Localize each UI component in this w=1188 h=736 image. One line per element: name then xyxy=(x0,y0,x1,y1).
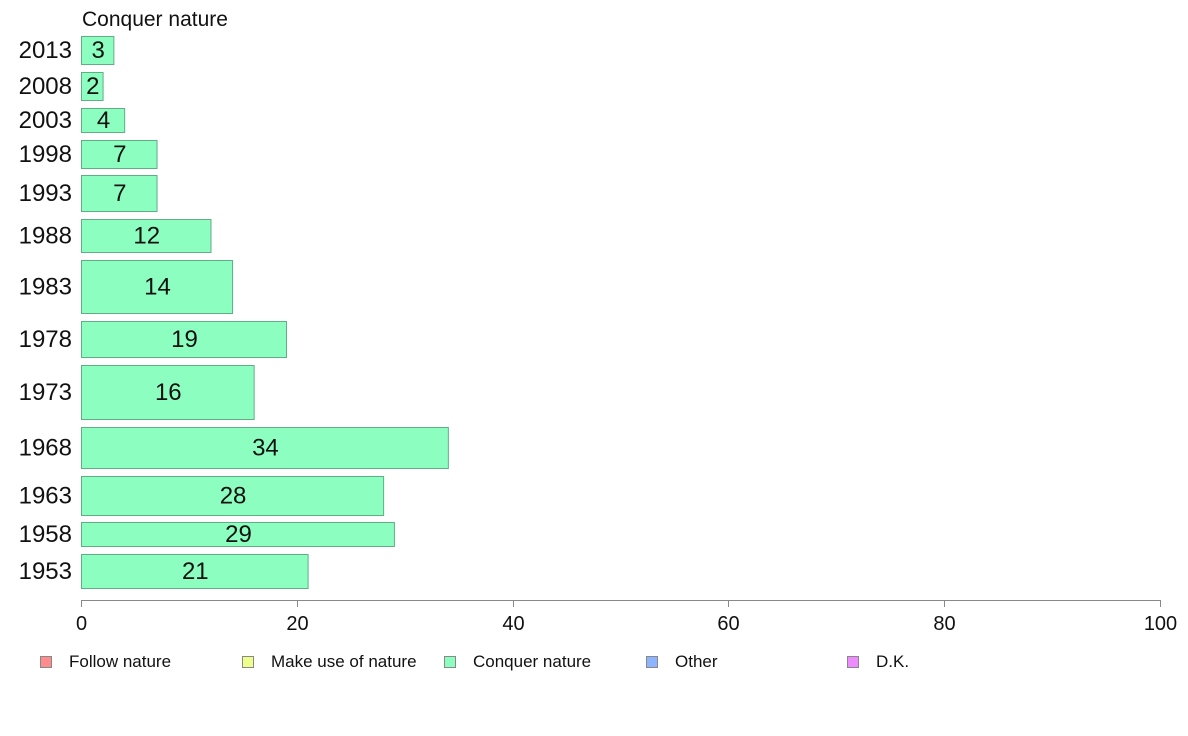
bar-1958 xyxy=(81,522,395,547)
data-label: 7 xyxy=(113,141,126,168)
bar-1983 xyxy=(81,260,234,314)
data-label: 3 xyxy=(92,37,105,64)
legend-swatch xyxy=(40,656,52,668)
category-label: 2013 xyxy=(19,37,72,64)
legend-swatch xyxy=(444,656,456,668)
chart-title: Conquer nature xyxy=(82,8,228,31)
data-label: 4 xyxy=(97,107,110,134)
legend-item-dk: D.K. xyxy=(847,652,909,672)
data-label: 19 xyxy=(171,326,198,353)
data-label: 28 xyxy=(220,483,247,510)
bar-2008 xyxy=(81,72,104,101)
category-label: 1983 xyxy=(19,274,72,301)
category-label: 1978 xyxy=(19,326,72,353)
category-label: 1963 xyxy=(19,483,72,510)
category-label: 1998 xyxy=(19,141,72,168)
data-label: 34 xyxy=(252,435,279,462)
legend-item-other: Other xyxy=(646,652,718,672)
x-tick-label: 40 xyxy=(502,613,524,635)
bar-1973 xyxy=(81,365,255,420)
legend-label: Make use of nature xyxy=(271,652,417,671)
data-label: 12 xyxy=(133,223,160,250)
category-label: 1958 xyxy=(19,521,72,548)
legend-item-follow-nature: Follow nature xyxy=(40,652,171,672)
category-label: 1968 xyxy=(19,435,72,462)
x-tick-label: 0 xyxy=(76,613,87,635)
category-label: 1993 xyxy=(19,180,72,207)
data-label: 14 xyxy=(144,274,171,301)
legend-label: D.K. xyxy=(876,652,910,671)
bar-2013 xyxy=(81,36,115,65)
bar-1993 xyxy=(81,175,158,212)
category-label: 1988 xyxy=(19,223,72,250)
bars-layer: 2013 3 2008 2 2003 4 1998 7 1993 7 1988 12 1983 14 197… xyxy=(19,36,449,589)
data-label: 2 xyxy=(86,73,99,100)
category-label: 1953 xyxy=(19,558,72,585)
legend: Follow nature Make use of nature Conquer… xyxy=(0,652,1188,676)
data-label: 7 xyxy=(113,180,126,207)
bar-1963 xyxy=(81,476,385,516)
category-label: 2003 xyxy=(19,107,72,134)
bar-1988 xyxy=(81,219,212,253)
data-label: 29 xyxy=(225,521,252,548)
bar-1968 xyxy=(81,427,449,469)
bar-2003 xyxy=(81,108,126,133)
legend-swatch xyxy=(847,656,859,668)
bar-1978 xyxy=(81,321,288,358)
data-label: 16 xyxy=(155,379,182,406)
legend-swatch xyxy=(646,656,658,668)
category-label: 1973 xyxy=(19,379,72,406)
x-tick-label: 100 xyxy=(1144,613,1177,635)
legend-label: Follow nature xyxy=(69,652,172,671)
legend-label: Conquer nature xyxy=(473,652,592,671)
legend-label: Other xyxy=(675,652,718,671)
category-label: 2008 xyxy=(19,73,72,100)
legend-item-conquer-nature: Conquer nature xyxy=(444,652,591,672)
x-tick-label: 60 xyxy=(717,613,739,635)
x-tick-label: 80 xyxy=(933,613,955,635)
legend-swatch xyxy=(242,656,254,668)
bar-1998 xyxy=(81,140,158,169)
x-axis: 0 20 40 60 80 100 xyxy=(76,600,1177,635)
legend-item-make-use-of-nature: Make use of nature xyxy=(242,652,417,672)
data-label: 21 xyxy=(182,558,209,585)
bar-1953 xyxy=(81,554,309,589)
x-tick-label: 20 xyxy=(286,613,308,635)
